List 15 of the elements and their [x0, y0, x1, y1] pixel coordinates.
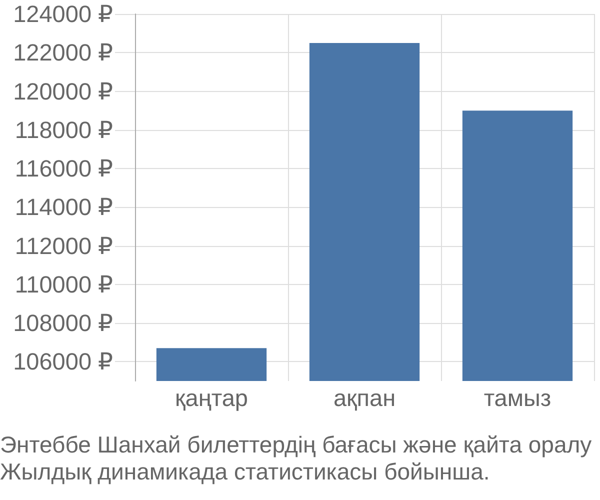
y-tick-label: 108000 ₽: [13, 310, 114, 336]
y-tick-label: 116000 ₽: [14, 156, 114, 182]
y-tick-label: 110000 ₽: [14, 271, 114, 298]
text: Энтеббе Шанхай билеттердің бағасы және қайта оралу: [0, 432, 592, 458]
y-tick-label: 118000 ₽: [14, 116, 114, 143]
y-tick-label: 114000 ₽: [14, 194, 114, 220]
y-tick-label: 106000 ₽: [13, 348, 114, 375]
text: Жылдық динамикада статистикасы бойынша.: [0, 458, 490, 484]
y-tick-label: 112000 ₽: [14, 232, 114, 259]
y-tick-label: 122000 ₽: [13, 40, 114, 66]
x-tick-label: тамыз: [484, 385, 552, 411]
x-tick-label: қаңтар: [175, 385, 248, 411]
x-tick-label: ақпан: [333, 385, 396, 411]
y-tick-label: 124000 ₽: [13, 1, 114, 27]
y-tick-label: 120000 ₽: [13, 78, 114, 104]
